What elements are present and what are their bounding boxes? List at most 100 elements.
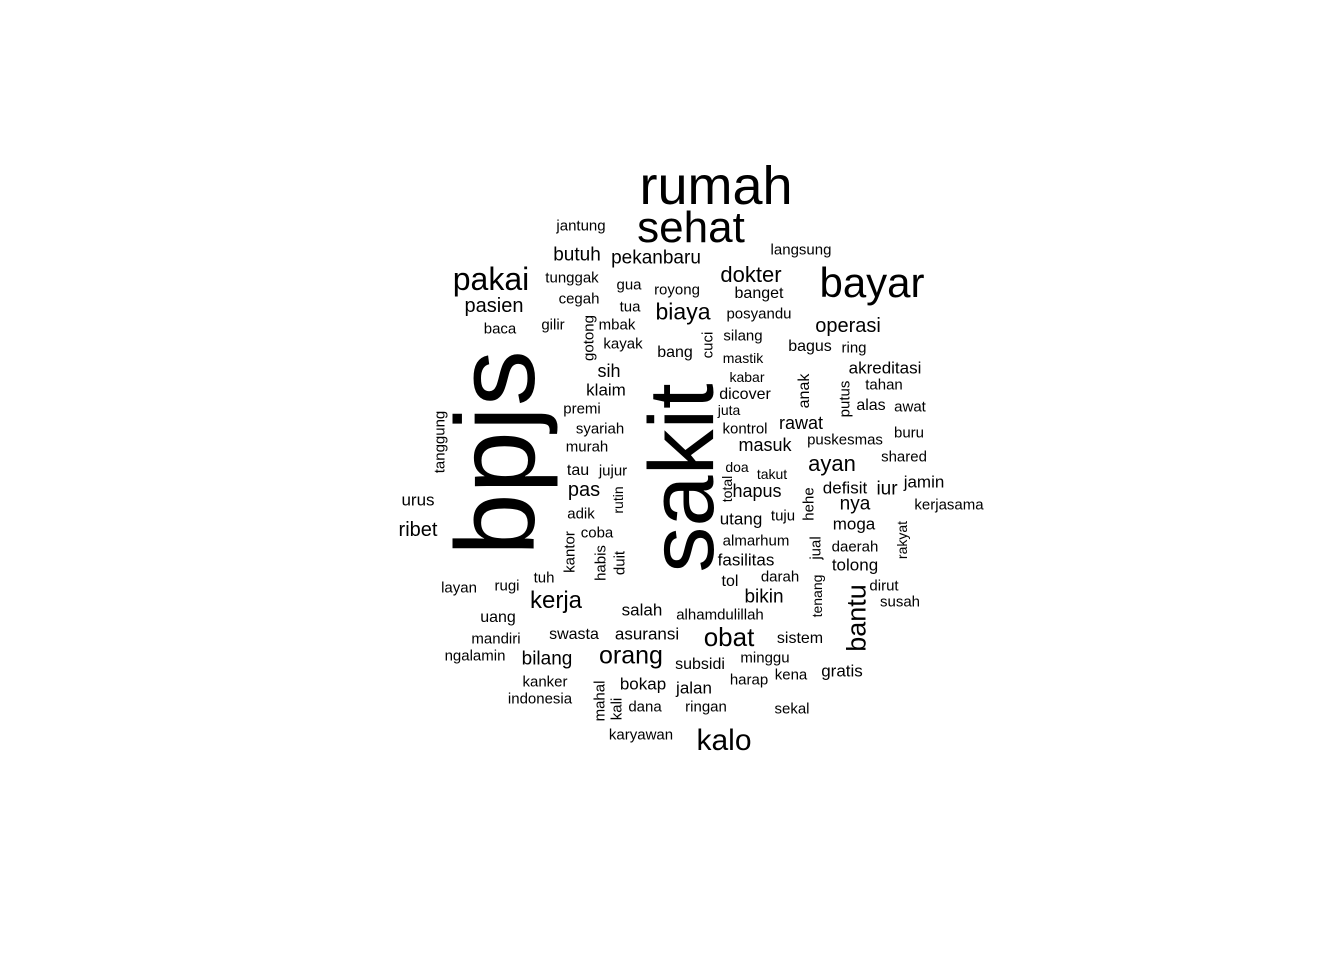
word-uang: uang [480, 609, 516, 626]
word-buru: buru [893, 424, 925, 442]
word-juta: juta [717, 402, 741, 418]
word-kali: kali [608, 697, 626, 721]
word-obat: obat [703, 622, 755, 652]
word-banget: banget [734, 285, 784, 302]
word-coba: coba [580, 524, 614, 542]
word-rugi: rugi [494, 577, 520, 595]
word-jual: jual [807, 536, 825, 560]
word-tahan: tahan [865, 376, 903, 394]
word-bpjs: bpjs [433, 350, 558, 556]
word-moga: moga [832, 514, 876, 534]
word-bikin: bikin [744, 586, 784, 608]
word-orang: orang [599, 641, 663, 670]
word-alhamdulillah: alhamdulillah [676, 606, 764, 624]
word-ringan: ringan [685, 698, 727, 716]
word-murah: murah [565, 438, 609, 456]
word-asuransi: asuransi [614, 624, 680, 644]
word-bagus: bagus [788, 338, 832, 355]
word-pasien: pasien [464, 295, 524, 317]
word-tua: tua [619, 298, 641, 316]
word-utang: utang [719, 509, 763, 529]
word-bokap: bokap [619, 674, 667, 694]
word-puskesmas: puskesmas [807, 431, 883, 449]
word-hehe: hehe [800, 487, 818, 521]
word-jalan: jalan [676, 678, 712, 698]
word-darah: darah [760, 568, 800, 586]
word-premi: premi [563, 400, 601, 418]
word-klaim: klaim [586, 380, 626, 400]
word-sakit: sakit [631, 383, 733, 573]
word-dana: dana [628, 698, 662, 716]
word-ayan: ayan [808, 451, 856, 476]
word-total: total [719, 475, 735, 503]
word-minggu: minggu [740, 649, 790, 667]
word-takut: takut [756, 466, 788, 482]
word-bilang: bilang [521, 648, 573, 670]
word-mastik: mastik [722, 350, 764, 366]
word-ribet: ribet [398, 519, 438, 541]
word-tunggak: tunggak [545, 269, 599, 287]
word-operasi: operasi [815, 315, 881, 337]
word-tau: tau [566, 462, 590, 479]
word-karyawan: karyawan [608, 726, 674, 744]
word-kerjasama: kerjasama [914, 496, 984, 514]
word-habis: habis [592, 545, 610, 581]
word-rutin: rutin [610, 486, 626, 514]
word-akreditasi: akreditasi [848, 358, 922, 378]
word-kerja: kerja [529, 587, 583, 614]
word-adik: adik [567, 505, 595, 523]
word-pekanbaru: pekanbaru [611, 247, 701, 269]
word-jujur: jujur [598, 462, 628, 480]
word-dokter: dokter [720, 262, 782, 287]
word-sih: sih [597, 361, 621, 381]
word-sekal: sekal [774, 700, 810, 718]
word-tanggung: tanggung [431, 410, 449, 474]
word-mbak: mbak [598, 316, 636, 334]
word-bang: bang [657, 344, 693, 361]
word-gua: gua [616, 276, 642, 294]
word-kanker: kanker [522, 673, 568, 691]
word-pakai: pakai [452, 261, 530, 297]
word-tuh: tuh [533, 569, 555, 587]
word-masuk: masuk [738, 435, 792, 455]
word-cuci: cuci [699, 331, 717, 359]
word-nya: nya [839, 493, 871, 515]
word-butuh: butuh [553, 244, 601, 266]
word-cegah: cegah [558, 290, 600, 308]
word-rumah: rumah [639, 156, 793, 216]
word-posyandu: posyandu [726, 305, 792, 323]
word-kontrol: kontrol [722, 420, 768, 438]
word-fasilitas: fasilitas [717, 550, 775, 570]
word-doa: doa [725, 459, 749, 475]
word-biaya: biaya [655, 298, 711, 325]
word-tenang: tenang [809, 574, 825, 618]
word-harap: harap [729, 671, 769, 689]
word-shared: shared [881, 448, 927, 466]
word-kalo: kalo [696, 724, 752, 757]
word-gotong: gotong [580, 315, 598, 361]
word-defisit: defisit [822, 478, 868, 498]
word-gilir: gilir [541, 316, 565, 334]
word-pas: pas [567, 479, 601, 501]
word-alas: alas [856, 397, 886, 414]
word-hapus: hapus [732, 481, 782, 501]
word-dicover: dicover [719, 386, 771, 403]
word-kayak: kayak [603, 335, 643, 353]
word-syariah: syariah [575, 420, 625, 438]
word-tuju: tuju [770, 507, 796, 525]
word-bantu: bantu [841, 584, 872, 652]
word-sehat: sehat [637, 203, 745, 252]
word-ring: ring [841, 339, 867, 357]
word-baca: baca [483, 320, 517, 338]
word-urus: urus [401, 490, 435, 510]
word-duit: duit [611, 550, 629, 576]
word-rakyat: rakyat [894, 520, 910, 560]
word-almarhum: almarhum [722, 532, 790, 550]
word-royong: royong [654, 281, 700, 299]
word-susah: susah [879, 593, 921, 611]
word-tolong: tolong [831, 555, 879, 575]
word-swasta: swasta [549, 626, 599, 643]
word-jamin: jamin [903, 472, 945, 492]
word-mandiri: mandiri [471, 630, 521, 648]
